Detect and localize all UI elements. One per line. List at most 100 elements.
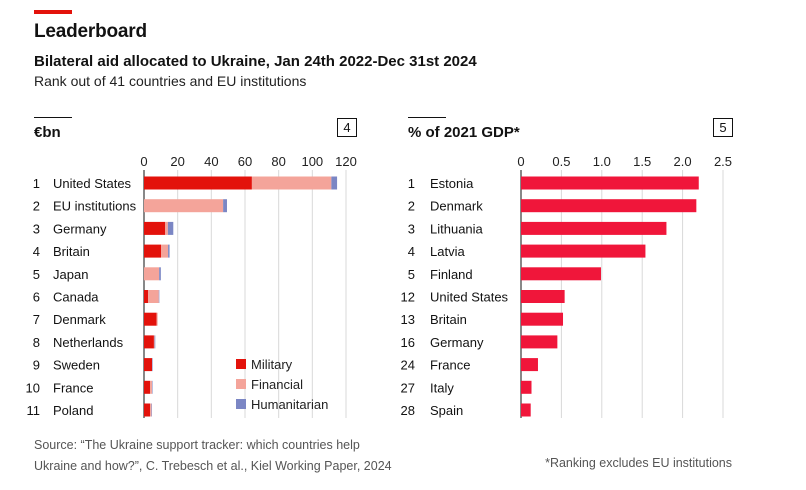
left-panel-number: 4 [337,118,357,137]
gdp-rank-label: 1 [408,176,415,191]
aid-category-label: Poland [53,403,93,418]
gdp-category-label: France [430,358,470,373]
aid-rank-label: 10 [26,380,40,395]
gdp-tick-label: 1.5 [633,154,651,169]
aid-bar-military [144,176,252,190]
gdp-rank-label: 4 [408,244,415,259]
left-panel-rule [34,117,72,118]
aid-rank-label: 7 [33,312,40,327]
aid-bar-humanitarian [154,335,156,349]
gdp-category-label: Britain [430,312,467,327]
aid-bar-military [144,290,149,303]
chart-subtitle: Bilateral aid allocated to Ukraine, Jan … [34,53,477,70]
gdp-rank-label: 27 [401,380,415,395]
legend-swatch-military [236,359,246,369]
legend-swatch-financial [236,379,246,389]
gdp-category-label: United States [430,290,509,305]
aid-category-label: Denmark [53,312,106,327]
aid-bar-financial [153,335,155,349]
aid-bar-financial [150,380,153,394]
legend-label-financial: Financial [251,376,304,392]
aid-bar-humanitarian [151,403,152,417]
aid-bar-humanitarian [223,199,227,213]
gdp-category-label: Estonia [430,176,474,191]
legend-item-military: Military [236,354,328,374]
gdp-bar [521,176,699,190]
aid-category-label: Japan [53,267,88,282]
legend-item-humanitarian: Humanitarian [236,394,328,414]
gdp-rank-label: 24 [401,358,415,373]
right-panel-number: 5 [713,118,733,137]
aid-bar-military [144,335,154,349]
gdp-bar [521,290,565,303]
aid-bar-military [144,380,151,394]
legend-item-financial: Financial [236,374,328,394]
legend-swatch-humanitarian [236,399,246,409]
legend: Military Financial Humanitarian [236,354,328,414]
aid-bar-military [144,403,151,417]
aid-bar-military [144,221,166,235]
chart-description: Rank out of 41 countries and EU institut… [34,73,307,89]
aid-tick-label: 20 [170,154,184,169]
source-line-2: Ukraine and how?”, C. Trebesch et al., K… [34,459,392,473]
gdp-bar [521,244,646,258]
aid-rank-label: 8 [33,335,40,350]
left-panel-title: €bn [34,124,61,141]
aid-bar-financial [148,290,159,303]
aid-bar-humanitarian [152,358,153,372]
aid-category-label: Britain [53,244,90,259]
aid-category-label: Germany [53,221,107,236]
gdp-bar [521,199,697,213]
legend-label-military: Military [251,356,293,372]
aid-bar-humanitarian [167,221,174,235]
gdp-rank-label: 3 [408,221,415,236]
gdp-rank-label: 28 [401,403,415,418]
aid-tick-label: 0 [140,154,147,169]
aid-bar-military [144,312,157,326]
gdp-category-label: Germany [430,335,484,350]
aid-category-label: Sweden [53,358,100,373]
aid-category-label: France [53,380,93,395]
aid-bar-humanitarian [159,267,161,281]
gdp-tick-label: 0.5 [552,154,570,169]
aid-bar-military [144,244,162,258]
aid-bar-financial [251,176,332,190]
gdp-bar [521,358,538,372]
gdp-bar [521,335,558,349]
gdp-tick-label: 1.0 [593,154,611,169]
aid-bar-humanitarian [152,380,153,394]
gdp-category-label: Italy [430,380,454,395]
gdp-tick-label: 2.5 [714,154,732,169]
gdp-bar [521,403,531,417]
accent-rule [34,10,72,14]
aid-bar-humanitarian [158,290,160,303]
aid-category-label: EU institutions [53,199,137,214]
aid-bar-financial [165,221,168,235]
aid-bar-financial [161,244,169,258]
source-note: Source: “The Ukraine support tracker: wh… [34,435,392,477]
aid-rank-label: 3 [33,221,40,236]
gdp-tick-label: 0 [517,154,524,169]
aid-rank-label: 5 [33,267,40,282]
aid-bar-humanitarian [168,244,170,258]
aid-bar-financial [150,403,152,417]
gdp-category-label: Denmark [430,199,483,214]
aid-rank-label: 1 [33,176,40,191]
gdp-bar [521,267,601,281]
aid-tick-label: 60 [238,154,252,169]
aid-bar-financial [156,312,158,326]
aid-rank-label: 9 [33,358,40,373]
gdp-bar [521,380,532,394]
gdp-bar [521,312,564,326]
gdp-tick-label: 2.0 [674,154,692,169]
gdp-category-label: Finland [430,267,473,282]
aid-bar-financial [144,267,160,281]
aid-category-label: Netherlands [53,335,124,350]
aid-rank-label: 2 [33,199,40,214]
aid-rank-label: 6 [33,290,40,305]
right-panel-title: % of 2021 GDP* [408,124,520,141]
aid-bar-financial [144,199,224,213]
gdp-bar [521,221,667,235]
legend-label-humanitarian: Humanitarian [251,396,329,412]
